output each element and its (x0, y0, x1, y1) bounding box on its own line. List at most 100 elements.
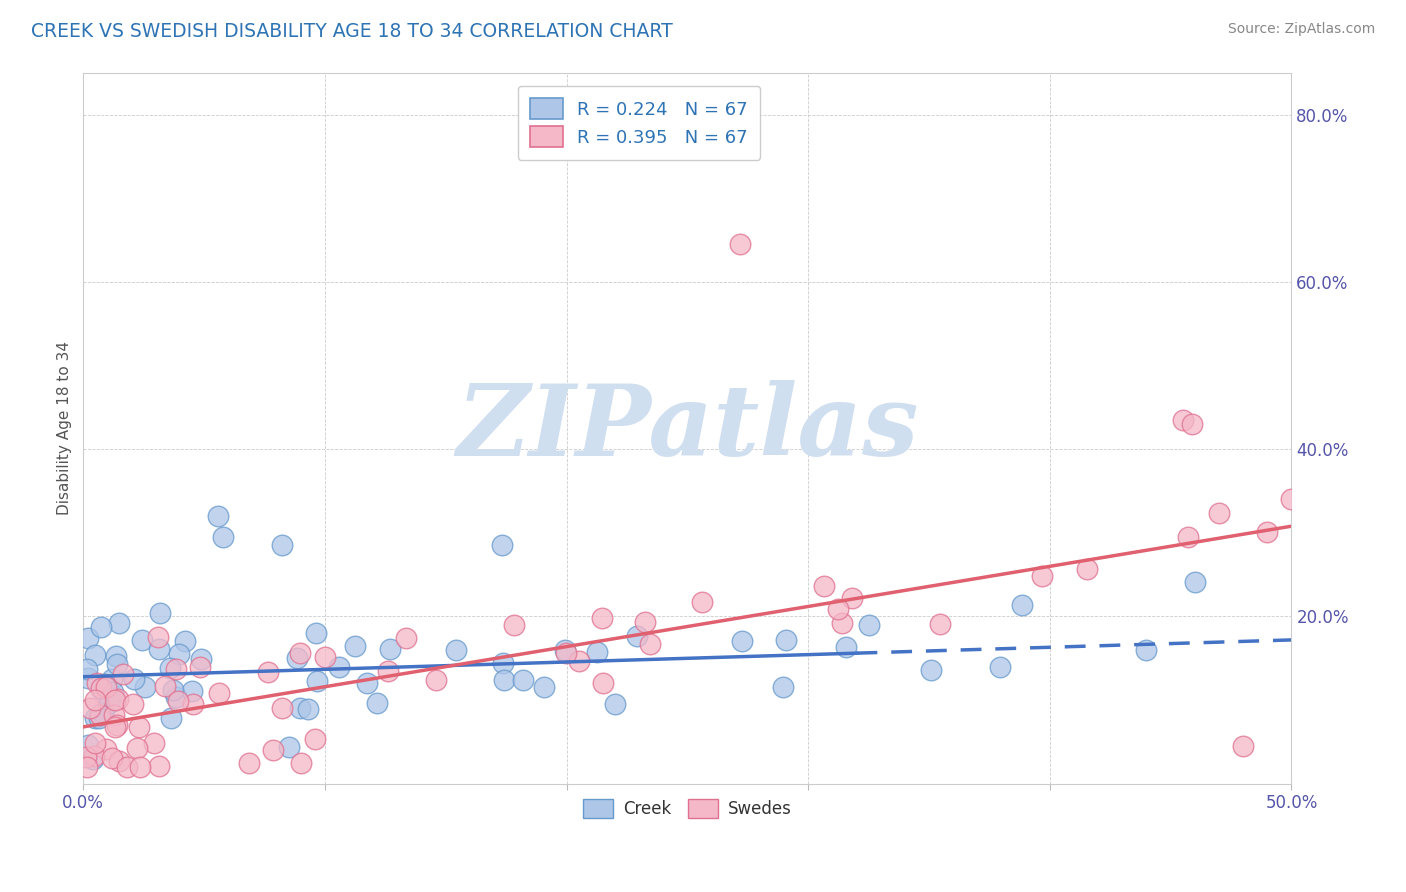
Point (117, 760, 139, 774)
Point (86, 675, 108, 690)
Point (97, 696, 120, 710)
Point (728, 237, 751, 252)
Text: ZIPatlas: ZIPatlas (456, 380, 918, 476)
Point (104, 720, 127, 734)
Point (167, 647, 190, 661)
Point (988, 660, 1011, 674)
Point (1011, 598, 1033, 612)
Point (103, 707, 125, 722)
Point (568, 654, 591, 668)
Point (270, 700, 292, 714)
Point (82, 752, 104, 766)
Point (827, 602, 849, 616)
Point (288, 700, 311, 714)
Point (638, 637, 661, 651)
Point (173, 633, 195, 648)
Point (730, 634, 752, 648)
Point (146, 630, 169, 644)
Point (533, 681, 555, 695)
Point (297, 701, 319, 715)
Point (446, 643, 468, 657)
Point (328, 660, 350, 674)
Point (633, 615, 655, 630)
Point (96, 680, 118, 694)
Point (366, 696, 388, 710)
Point (1208, 506, 1230, 520)
Point (425, 673, 447, 687)
Text: CREEK VS SWEDISH DISABILITY AGE 18 TO 34 CORRELATION CHART: CREEK VS SWEDISH DISABILITY AGE 18 TO 34… (31, 22, 672, 41)
Text: Source: ZipAtlas.com: Source: ZipAtlas.com (1227, 22, 1375, 37)
Point (125, 741, 148, 756)
Point (149, 607, 172, 621)
Point (305, 626, 328, 640)
Point (93, 677, 115, 691)
Point (831, 616, 853, 631)
Point (91, 705, 114, 719)
Point (377, 664, 399, 678)
Point (492, 673, 515, 688)
Point (101, 750, 124, 764)
Point (554, 643, 576, 657)
Point (165, 690, 187, 705)
Point (503, 617, 526, 632)
Point (288, 646, 311, 660)
Point (143, 736, 166, 750)
Point (90, 681, 112, 696)
Point (108, 754, 131, 768)
Point (211, 530, 233, 544)
Point (344, 640, 367, 654)
Point (166, 694, 188, 708)
Point (1031, 569, 1053, 583)
Point (76, 760, 98, 774)
Point (75, 750, 97, 764)
Point (101, 685, 124, 699)
Point (1184, 575, 1206, 590)
Point (690, 595, 713, 609)
Point (89, 708, 111, 723)
Point (585, 645, 607, 659)
Point (77, 671, 100, 685)
Point (105, 648, 128, 663)
Point (238, 756, 260, 770)
Point (84, 648, 107, 662)
Point (129, 760, 152, 774)
Point (107, 615, 129, 630)
Point (90, 681, 112, 695)
Point (858, 618, 880, 632)
Point (554, 646, 576, 660)
Point (1232, 739, 1254, 753)
Point (134, 680, 156, 694)
Point (105, 657, 128, 672)
Point (1076, 562, 1098, 576)
Point (181, 698, 204, 712)
Point (159, 660, 181, 674)
Point (512, 673, 534, 688)
Point (207, 509, 229, 524)
Point (591, 611, 613, 625)
Point (304, 731, 326, 746)
Point (592, 676, 614, 690)
Point (356, 675, 378, 690)
Point (84, 736, 107, 750)
Point (380, 642, 402, 657)
Point (160, 711, 183, 725)
Point (305, 673, 328, 688)
Point (1171, 413, 1194, 427)
Point (772, 680, 794, 694)
Point (148, 759, 170, 773)
Point (77, 631, 100, 645)
Point (165, 662, 187, 676)
Point (278, 739, 301, 754)
Point (181, 683, 204, 698)
Point (285, 651, 308, 665)
Point (841, 591, 863, 605)
Y-axis label: Disability Age 18 to 34: Disability Age 18 to 34 (58, 342, 72, 516)
Point (76, 661, 98, 675)
Point (1177, 530, 1199, 544)
Point (188, 660, 211, 674)
Point (107, 692, 129, 706)
Point (920, 664, 942, 678)
Point (90, 620, 112, 634)
Point (105, 717, 128, 731)
Point (207, 686, 229, 700)
